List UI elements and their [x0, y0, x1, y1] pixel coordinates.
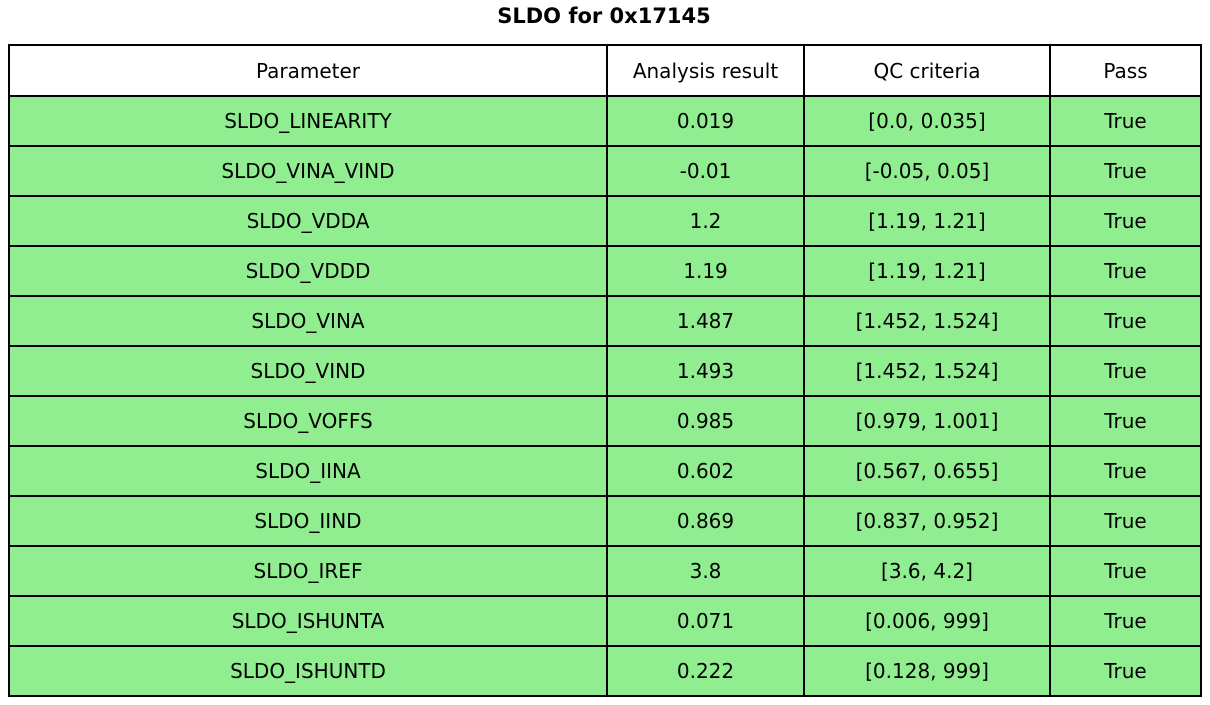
table-row: SLDO_VDDD 1.19 [1.19, 1.21] True [8, 245, 1202, 297]
cell-analysis-result: 0.071 [606, 595, 805, 647]
table-row: SLDO_ISHUNTA 0.071 [0.006, 999] True [8, 595, 1202, 647]
cell-pass: True [1049, 195, 1202, 247]
cell-analysis-result: 0.985 [606, 395, 805, 447]
cell-analysis-result: 0.602 [606, 445, 805, 497]
page-title: SLDO for 0x17145 [497, 4, 711, 28]
cell-pass: True [1049, 645, 1202, 697]
table-row: SLDO_IREF 3.8 [3.6, 4.2] True [8, 545, 1202, 597]
table-header: Parameter Analysis result QC criteria Pa… [8, 44, 1202, 97]
table-row: SLDO_VIND 1.493 [1.452, 1.524] True [8, 345, 1202, 397]
cell-parameter: SLDO_ISHUNTA [8, 595, 608, 647]
cell-qc-criteria: [0.006, 999] [803, 595, 1051, 647]
cell-qc-criteria: [0.979, 1.001] [803, 395, 1051, 447]
header-row: Parameter Analysis result QC criteria Pa… [8, 44, 1202, 97]
cell-analysis-result: 3.8 [606, 545, 805, 597]
cell-analysis-result: 1.2 [606, 195, 805, 247]
cell-pass: True [1049, 495, 1202, 547]
qc-results-table: Parameter Analysis result QC criteria Pa… [8, 44, 1202, 697]
table-row: SLDO_IINA 0.602 [0.567, 0.655] True [8, 445, 1202, 497]
table-row: SLDO_VINA 1.487 [1.452, 1.524] True [8, 295, 1202, 347]
cell-pass: True [1049, 245, 1202, 297]
cell-parameter: SLDO_IINA [8, 445, 608, 497]
cell-parameter: SLDO_VDDD [8, 245, 608, 297]
cell-analysis-result: 0.222 [606, 645, 805, 697]
column-header-parameter: Parameter [8, 44, 608, 97]
cell-parameter: SLDO_VOFFS [8, 395, 608, 447]
cell-qc-criteria: [-0.05, 0.05] [803, 145, 1051, 197]
cell-pass: True [1049, 145, 1202, 197]
cell-qc-criteria: [1.452, 1.524] [803, 345, 1051, 397]
cell-parameter: SLDO_VINA [8, 295, 608, 347]
cell-parameter: SLDO_VDDA [8, 195, 608, 247]
cell-pass: True [1049, 295, 1202, 347]
cell-analysis-result: 0.869 [606, 495, 805, 547]
cell-pass: True [1049, 345, 1202, 397]
cell-qc-criteria: [3.6, 4.2] [803, 545, 1051, 597]
cell-analysis-result: -0.01 [606, 145, 805, 197]
table-row: SLDO_ISHUNTD 0.222 [0.128, 999] True [8, 645, 1202, 697]
cell-analysis-result: 1.19 [606, 245, 805, 297]
cell-qc-criteria: [0.567, 0.655] [803, 445, 1051, 497]
cell-analysis-result: 1.493 [606, 345, 805, 397]
column-header-pass: Pass [1049, 44, 1202, 97]
cell-parameter: SLDO_VIND [8, 345, 608, 397]
cell-parameter: SLDO_ISHUNTD [8, 645, 608, 697]
cell-parameter: SLDO_IREF [8, 545, 608, 597]
column-header-analysis-result: Analysis result [606, 44, 805, 97]
table-row: SLDO_VINA_VIND -0.01 [-0.05, 0.05] True [8, 145, 1202, 197]
cell-qc-criteria: [0.0, 0.035] [803, 95, 1051, 147]
cell-parameter: SLDO_VINA_VIND [8, 145, 608, 197]
cell-parameter: SLDO_IIND [8, 495, 608, 547]
cell-pass: True [1049, 545, 1202, 597]
cell-pass: True [1049, 595, 1202, 647]
cell-qc-criteria: [1.19, 1.21] [803, 245, 1051, 297]
table-row: SLDO_IIND 0.869 [0.837, 0.952] True [8, 495, 1202, 547]
cell-qc-criteria: [1.452, 1.524] [803, 295, 1051, 347]
cell-qc-criteria: [1.19, 1.21] [803, 195, 1051, 247]
cell-analysis-result: 0.019 [606, 95, 805, 147]
cell-pass: True [1049, 445, 1202, 497]
cell-analysis-result: 1.487 [606, 295, 805, 347]
cell-parameter: SLDO_LINEARITY [8, 95, 608, 147]
cell-pass: True [1049, 395, 1202, 447]
table-row: SLDO_VDDA 1.2 [1.19, 1.21] True [8, 195, 1202, 247]
table-row: SLDO_LINEARITY 0.019 [0.0, 0.035] True [8, 95, 1202, 147]
table-row: SLDO_VOFFS 0.985 [0.979, 1.001] True [8, 395, 1202, 447]
table-body: SLDO_LINEARITY 0.019 [0.0, 0.035] True SLDO_… [8, 95, 1202, 697]
cell-qc-criteria: [0.837, 0.952] [803, 495, 1051, 547]
column-header-qc-criteria: QC criteria [803, 44, 1051, 97]
cell-pass: True [1049, 95, 1202, 147]
cell-qc-criteria: [0.128, 999] [803, 645, 1051, 697]
